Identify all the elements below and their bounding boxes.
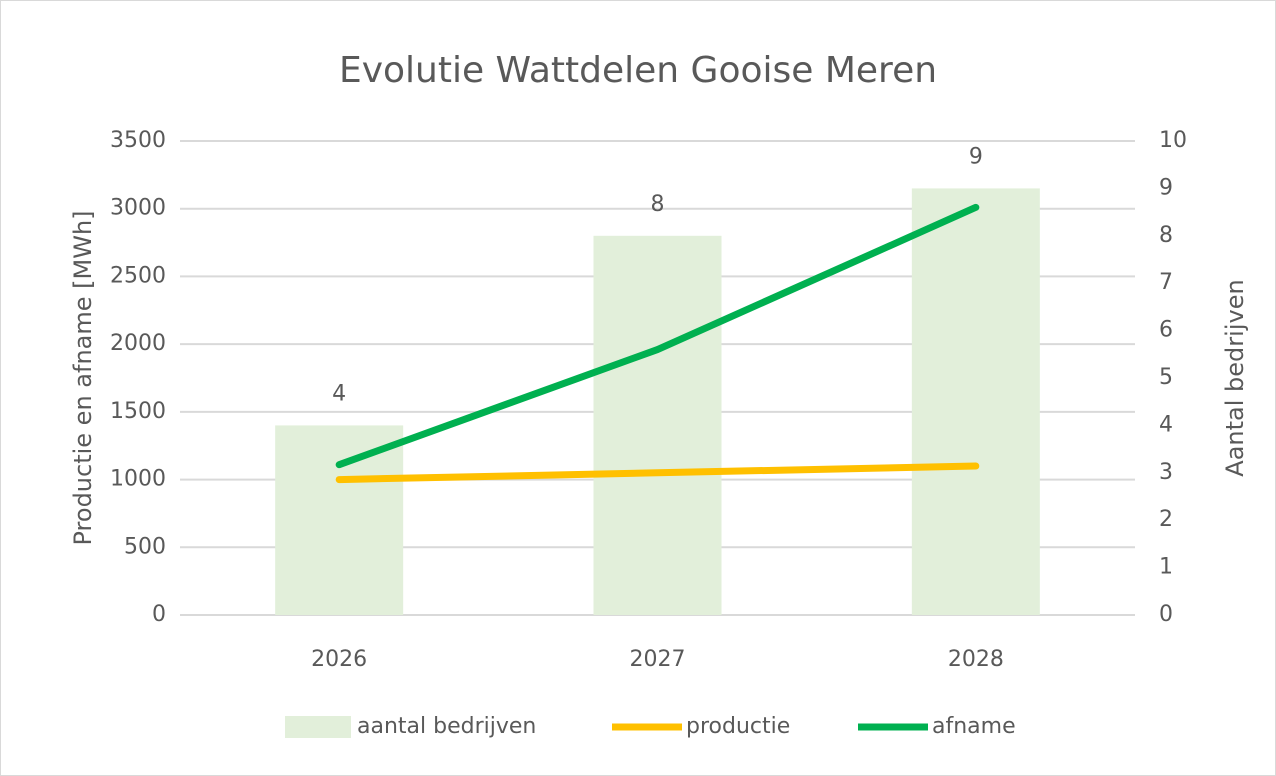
y-tick-label: 500 bbox=[124, 534, 166, 559]
y2-tick-label: 5 bbox=[1159, 365, 1173, 390]
legend-label: productie bbox=[686, 714, 790, 739]
bar bbox=[593, 235, 722, 616]
bar bbox=[911, 188, 1040, 615]
y-tick-label: 2000 bbox=[110, 331, 166, 356]
y-tick-label: 0 bbox=[152, 602, 166, 627]
y2-tick-label: 0 bbox=[1159, 602, 1173, 627]
x-tick-label: 2028 bbox=[948, 647, 1004, 672]
y2-tick-label: 8 bbox=[1159, 223, 1173, 248]
chart-title: Evolutie Wattdelen Gooise Meren bbox=[339, 50, 937, 91]
bar bbox=[275, 425, 404, 615]
y2-axis-title: Aantal bedrijven bbox=[1221, 279, 1249, 476]
y-tick-label: 2500 bbox=[110, 263, 166, 288]
y-axis-title: Productie en afname [MWh] bbox=[69, 210, 97, 545]
y2-tick-label: 9 bbox=[1159, 175, 1173, 200]
y-tick-label: 3000 bbox=[110, 196, 166, 221]
data-label: 9 bbox=[969, 144, 983, 169]
y-tick-label: 3500 bbox=[110, 128, 166, 153]
data-label: 8 bbox=[651, 192, 665, 217]
y-tick-label: 1500 bbox=[110, 399, 166, 424]
legend-label: aantal bedrijven bbox=[357, 714, 536, 739]
x-tick-label: 2027 bbox=[630, 647, 686, 672]
x-tick-label: 2026 bbox=[311, 647, 367, 672]
y2-tick-label: 10 bbox=[1159, 128, 1187, 153]
y2-tick-label: 1 bbox=[1159, 555, 1173, 580]
legend-label: afname bbox=[932, 714, 1016, 739]
line bbox=[335, 203, 980, 469]
y2-tick-label: 3 bbox=[1159, 460, 1173, 485]
legend-swatch bbox=[285, 716, 351, 738]
y-tick-label: 1000 bbox=[110, 467, 166, 492]
y2-tick-label: 6 bbox=[1159, 318, 1173, 343]
line bbox=[335, 462, 980, 484]
y2-tick-label: 2 bbox=[1159, 507, 1173, 532]
data-label: 4 bbox=[332, 381, 346, 406]
y2-tick-label: 7 bbox=[1159, 270, 1173, 295]
y2-tick-label: 4 bbox=[1159, 412, 1173, 437]
